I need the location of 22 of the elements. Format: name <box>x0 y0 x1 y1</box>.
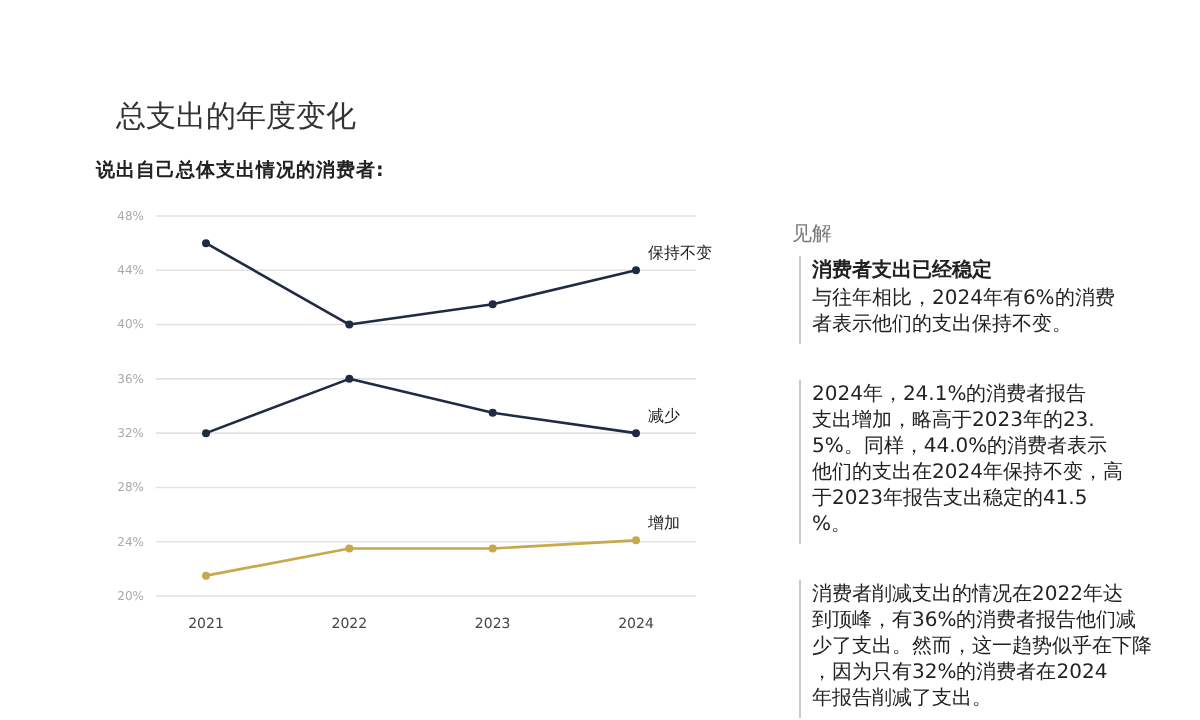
series-label: 保持不变 <box>648 244 712 263</box>
point <box>202 571 210 580</box>
point <box>488 300 497 309</box>
point <box>345 320 354 329</box>
point <box>202 429 210 438</box>
series-label: 增加 <box>646 514 680 533</box>
point <box>488 408 497 417</box>
point <box>345 374 354 383</box>
chart-title: 总支出的年度变化 <box>114 98 356 134</box>
point <box>345 544 354 553</box>
text: 与往年相比，2024年有6%的消费者表示他们的支出保持不变。 <box>812 286 1115 336</box>
point <box>488 544 497 553</box>
series-label: 减少 <box>648 407 680 426</box>
point <box>202 239 210 248</box>
text: 消费者支出已经稳定 <box>810 258 992 282</box>
text: 消费者削减支出的情况在2022年达到顶峰，有36%的消费者报告他们减少了支出。然而，这一趋势似乎在下降，因为只有32%的消费者在2024年报告削减了支出。 <box>812 582 1152 710</box>
point <box>632 429 640 438</box>
point <box>632 536 640 545</box>
text: 见解 <box>792 224 832 246</box>
point <box>632 266 640 275</box>
chart-subtitle: 说出自己总体支出情况的消费者: <box>94 158 384 182</box>
text: 2024年，24.1%的消费者报告支出增加，略高于2023年的23.5%。同样，44.0%的消费者表示他们的支出在2024年保持不变，高于2023年报告支出稳定的41.5%。 <box>812 382 1123 536</box>
